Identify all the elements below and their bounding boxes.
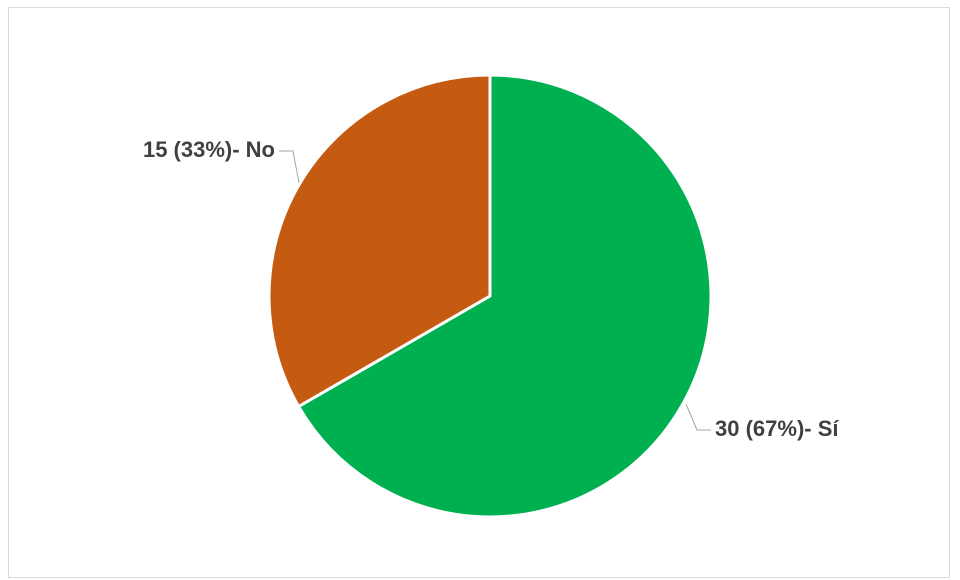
pie-slices — [267, 73, 713, 519]
pie-slice-no — [267, 73, 492, 408]
data-label: 15 (33%)- No — [143, 137, 275, 162]
pie-slice-s- — [297, 73, 713, 519]
data-label: 30 (67%)- Sí — [715, 416, 839, 441]
leader-line — [685, 403, 711, 431]
leader-line — [279, 150, 300, 184]
data-labels: 30 (67%)- Sí 15 (33%)- No — [143, 137, 839, 441]
leader-lines — [279, 150, 711, 431]
